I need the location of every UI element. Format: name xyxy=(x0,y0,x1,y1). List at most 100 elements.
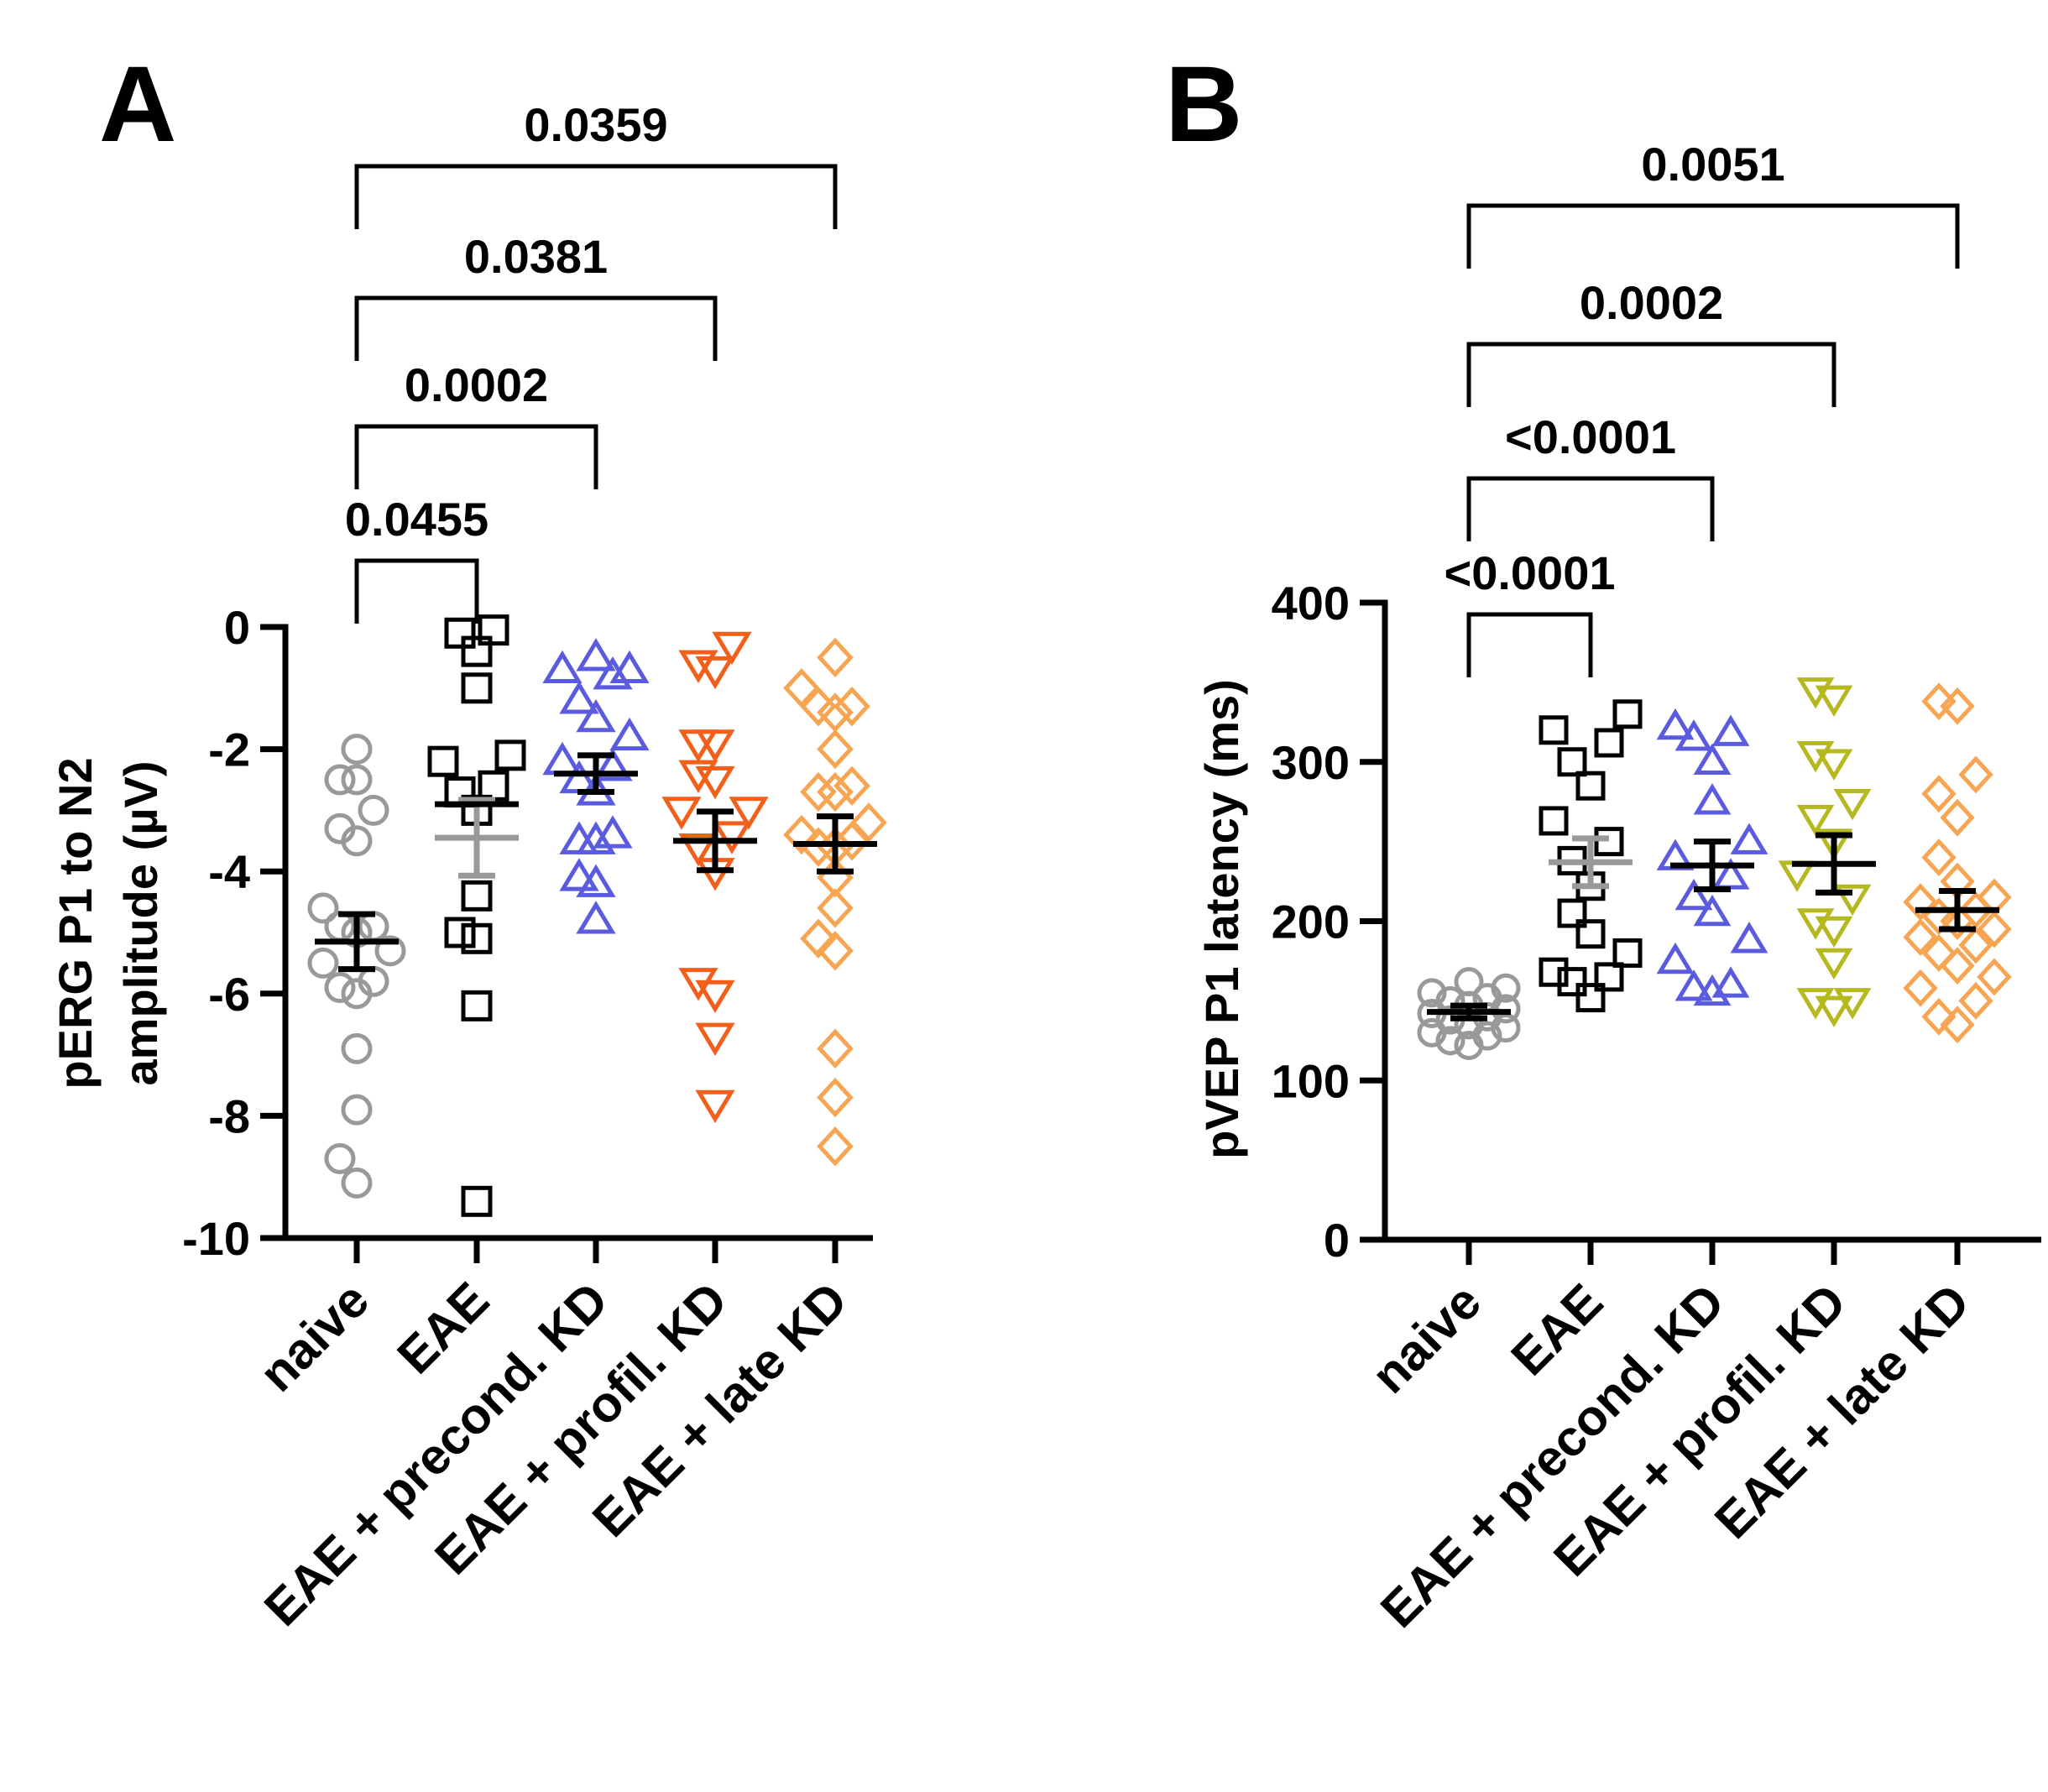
p-value-label: 0.0051 xyxy=(1641,138,1784,191)
data-point xyxy=(1796,908,1835,940)
comparison-bracket xyxy=(354,164,838,229)
series-eae-late-kd xyxy=(1903,682,2012,1044)
data-point xyxy=(1557,898,1587,928)
y-tick-label: -4 xyxy=(208,845,250,898)
data-point xyxy=(1557,747,1587,777)
y-tick-label: -6 xyxy=(208,968,250,1021)
data-point xyxy=(1539,806,1569,836)
panel-letter: A xyxy=(99,44,176,165)
data-point xyxy=(1656,942,1695,974)
data-point xyxy=(593,815,633,849)
series-eae-profil-kd xyxy=(661,631,769,1124)
data-point xyxy=(1417,978,1447,1008)
data-point xyxy=(1674,878,1713,911)
data-point xyxy=(817,1126,854,1167)
y-tick-label: 0 xyxy=(1324,1214,1350,1267)
comparison-bracket xyxy=(354,558,479,624)
data-point xyxy=(494,739,526,771)
data-point xyxy=(1977,958,2012,996)
data-point xyxy=(341,1032,373,1064)
data-point xyxy=(542,741,583,776)
data-point xyxy=(1921,934,1957,972)
data-point xyxy=(559,760,599,794)
data-point xyxy=(833,686,870,727)
data-point xyxy=(695,980,735,1014)
data-point xyxy=(576,638,616,671)
data-point xyxy=(609,650,650,684)
data-point xyxy=(559,681,599,714)
data-point xyxy=(1612,699,1643,729)
data-point xyxy=(341,734,373,765)
data-point xyxy=(427,745,459,777)
data-point xyxy=(833,821,870,861)
data-point xyxy=(1730,823,1768,854)
p-value-label: 0.0002 xyxy=(405,358,548,411)
comparison-bracket xyxy=(354,424,598,489)
data-point xyxy=(800,918,837,959)
data-point xyxy=(1958,755,1993,794)
series-naive xyxy=(307,734,406,1199)
data-point xyxy=(461,880,493,912)
data-point xyxy=(1711,714,1750,746)
data-point xyxy=(817,637,854,678)
data-point xyxy=(1921,839,1957,877)
comparison-bracket xyxy=(1466,342,1836,407)
panel-letter: B xyxy=(1165,44,1242,165)
data-point xyxy=(817,692,854,733)
series-eae-precond-kd xyxy=(1656,708,1768,1006)
data-point xyxy=(609,717,650,751)
series-eae-late-kd xyxy=(783,637,887,1167)
y-axis-title-line: pERG P1 to N2 xyxy=(49,757,102,1089)
data-point xyxy=(661,797,702,830)
comparison-bracket xyxy=(1466,612,1593,677)
series-eae-precond-kd xyxy=(542,638,650,934)
data-point xyxy=(678,729,718,763)
data-point xyxy=(678,968,718,1001)
data-point xyxy=(478,614,509,646)
data-point xyxy=(324,1142,356,1174)
series-naive xyxy=(1417,967,1521,1061)
data-point xyxy=(576,698,616,733)
data-point xyxy=(817,1028,854,1069)
data-point xyxy=(712,631,752,666)
data-point xyxy=(695,1089,735,1124)
data-point xyxy=(341,764,373,796)
data-point xyxy=(1594,827,1624,857)
data-point xyxy=(800,686,837,727)
data-point xyxy=(833,765,870,806)
data-point xyxy=(374,935,406,967)
data-point xyxy=(1711,966,1750,998)
panel-A: A 0 -2 -4 -6 -8 -10 pERG P1 to N2 amplitude (µV)… xyxy=(49,44,887,1637)
y-axis-title-line: pVEP P1 latency (ms) xyxy=(1195,679,1248,1159)
y-tick-label: -2 xyxy=(208,724,250,776)
data-point xyxy=(1833,884,1872,917)
data-point xyxy=(1815,995,1853,1027)
data-point xyxy=(1674,969,1713,1001)
data-point xyxy=(1796,677,1835,709)
data-point xyxy=(678,833,718,867)
data-point xyxy=(1539,957,1569,987)
data-point xyxy=(1575,983,1606,1013)
data-point xyxy=(1958,981,1993,1020)
y-tick-label: -8 xyxy=(208,1089,250,1142)
data-point xyxy=(1977,878,2012,917)
data-point xyxy=(1921,997,1957,1036)
y-axis-title: pERG P1 to N2 amplitude (µV) xyxy=(49,757,167,1089)
data-point xyxy=(783,814,820,855)
data-point xyxy=(712,821,752,854)
data-point xyxy=(1693,894,1732,927)
comparison-bracket xyxy=(1466,476,1715,541)
data-point xyxy=(1958,926,1993,964)
data-point xyxy=(593,656,633,690)
y-tick-label: 0 xyxy=(224,601,250,654)
data-point xyxy=(307,947,339,979)
data-point xyxy=(1903,918,1938,956)
data-point xyxy=(1833,788,1872,821)
comparison-bracket xyxy=(1466,203,1960,269)
data-point xyxy=(1693,743,1732,775)
data-point xyxy=(817,771,854,812)
data-point xyxy=(1977,910,2012,948)
data-point xyxy=(1575,771,1606,801)
y-tick-label: 100 xyxy=(1272,1054,1350,1107)
